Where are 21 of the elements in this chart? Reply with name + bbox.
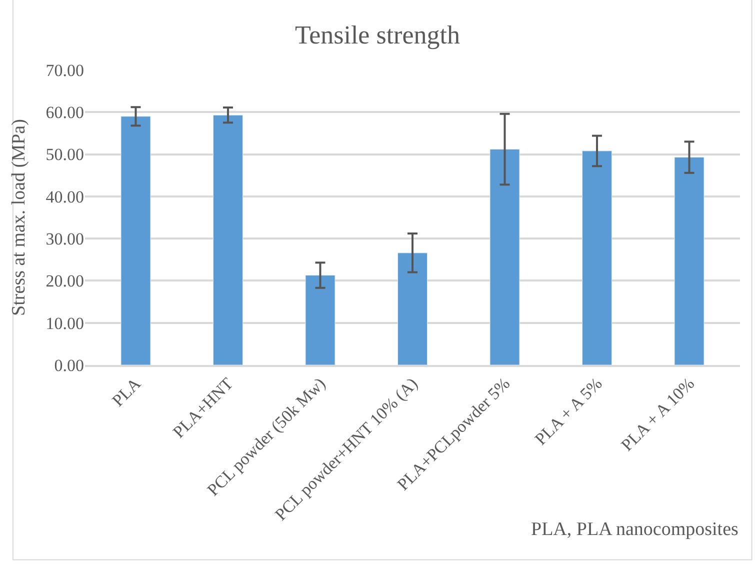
bar	[305, 274, 336, 365]
y-tick-label: 70.00	[46, 60, 84, 80]
y-tick-label: 60.00	[46, 103, 84, 122]
chart-title: Tensile strength	[295, 20, 460, 50]
y-tick-label: 40.00	[46, 187, 84, 206]
y-tick-label: 10.00	[46, 314, 84, 333]
bar	[490, 148, 520, 365]
x-tick-label: PLA + A 10%	[617, 374, 698, 455]
y-tick-label: 50.00	[46, 145, 84, 164]
x-tick-label: PLA	[108, 374, 146, 410]
text: PLA, PLA nanocomposites	[531, 519, 738, 540]
x-tick-label: PLA + A 5%	[531, 374, 606, 449]
y-tick-label: 20.00	[46, 272, 84, 291]
bar	[212, 114, 243, 365]
bar	[582, 150, 612, 365]
bar	[397, 252, 428, 365]
y-tick-label: 0.00	[54, 356, 84, 375]
y-tick-label: 30.00	[46, 230, 84, 249]
y-axis-title: Stress at max. load (MPa)	[8, 119, 30, 316]
bar	[120, 116, 151, 365]
bar	[674, 156, 704, 365]
